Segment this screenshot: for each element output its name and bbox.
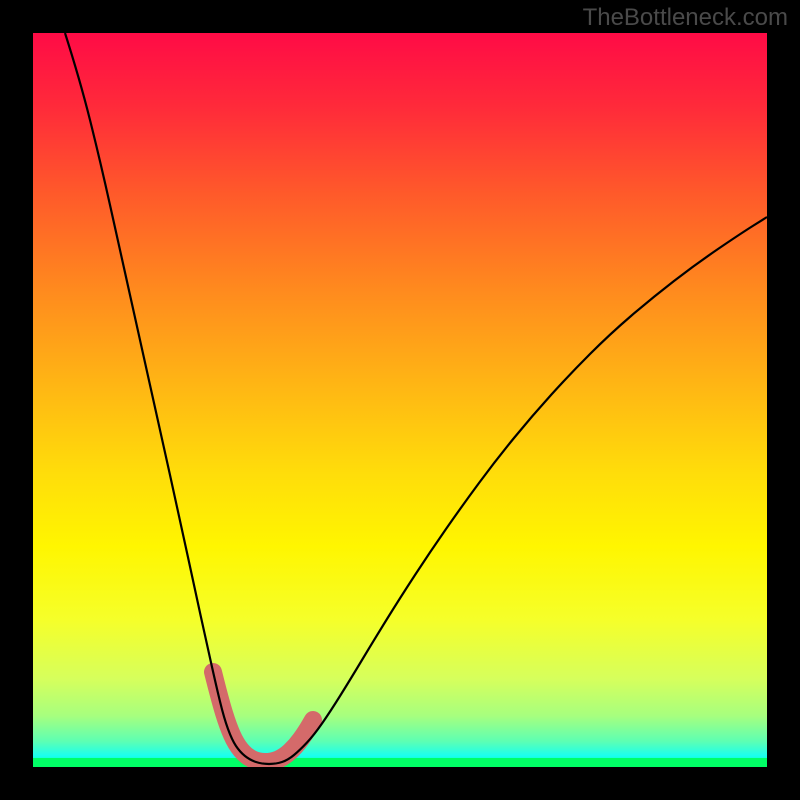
chart-stage: TheBottleneck.com: [0, 0, 800, 800]
gradient-background: [33, 33, 767, 767]
watermark-text: TheBottleneck.com: [583, 4, 788, 32]
plot-area: [33, 33, 767, 767]
